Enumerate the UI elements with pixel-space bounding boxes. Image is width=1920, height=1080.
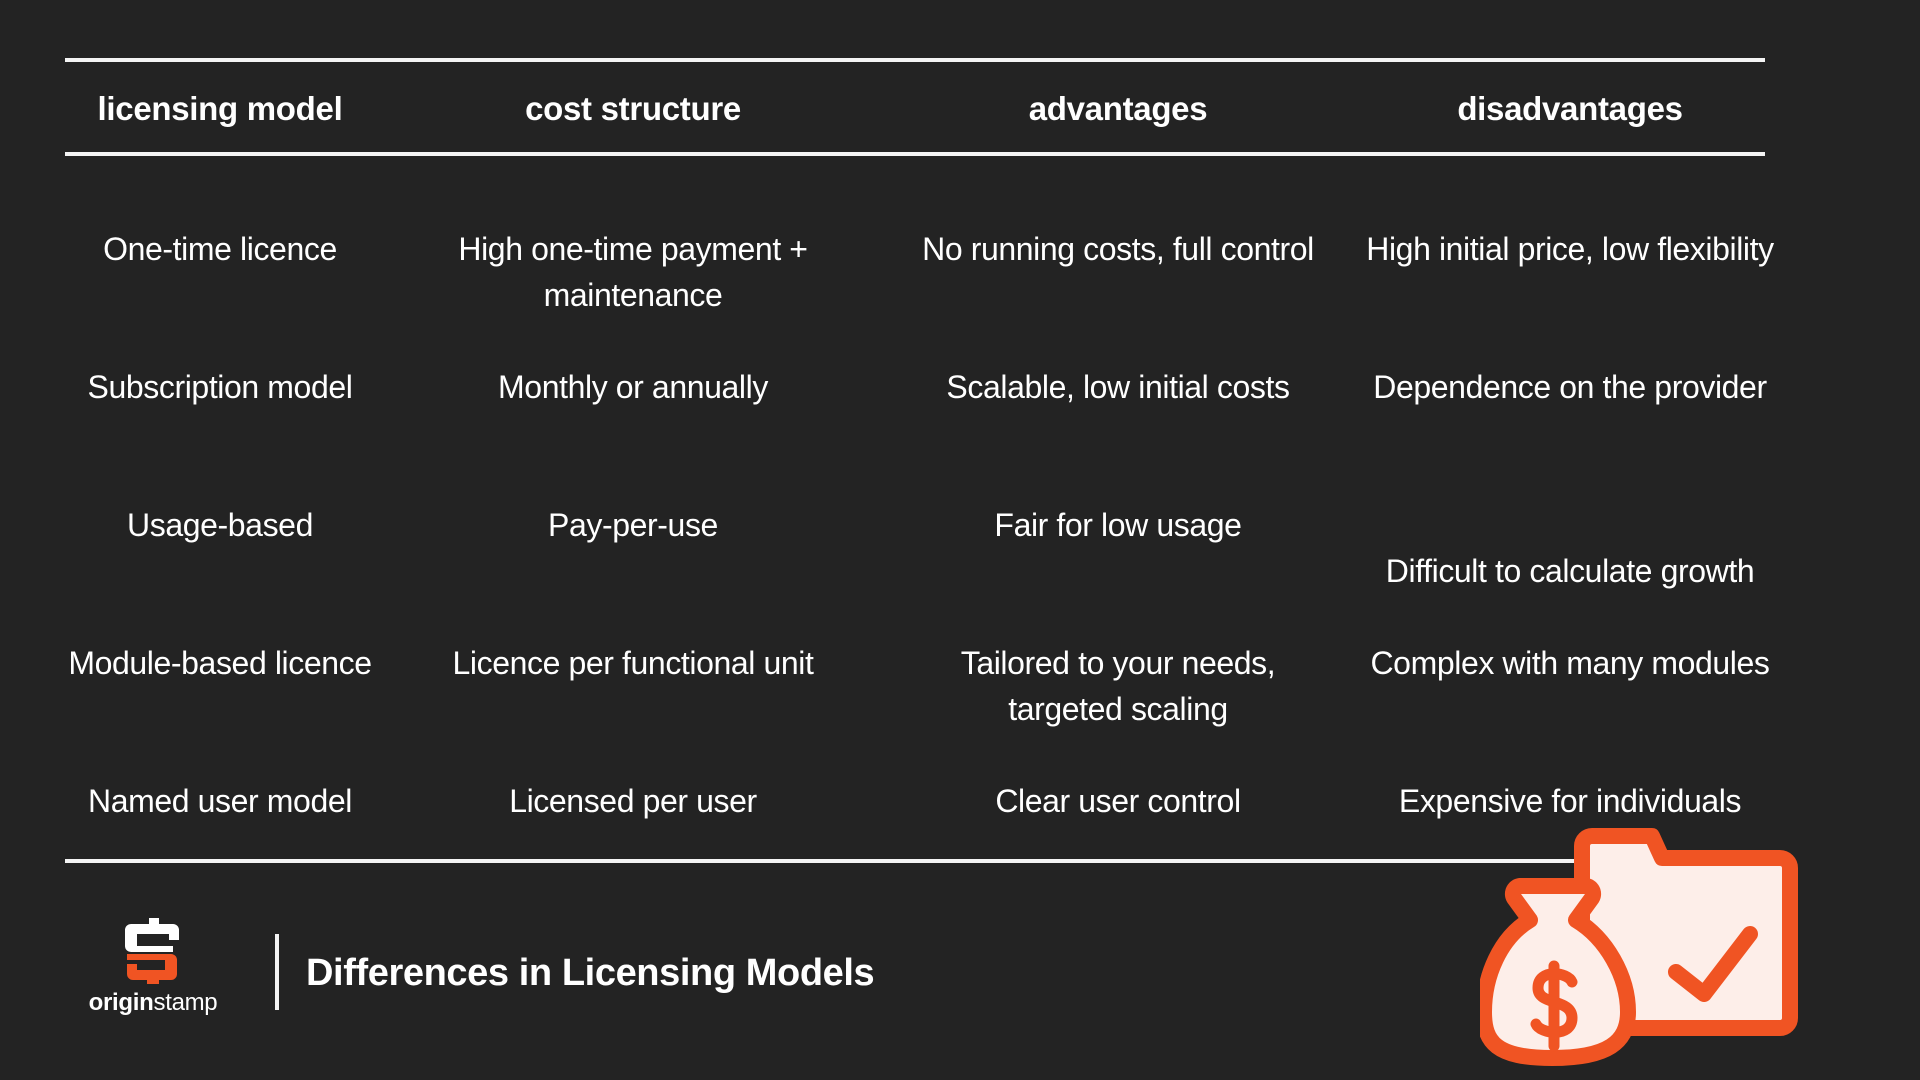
cell-licensing-model: Named user model (88, 783, 352, 819)
header-cost-structure: cost structure (525, 90, 741, 127)
cell-advantages: Fair for low usage (994, 507, 1242, 543)
cell-licensing-model: Subscription model (87, 369, 353, 405)
cell-disadvantages: Expensive for individuals (1398, 783, 1742, 819)
header-advantages: advantages (1028, 90, 1208, 127)
cell-disadvantages: Dependence on the provider (1373, 369, 1767, 405)
header-disadvantages: disadvantages (1457, 90, 1683, 127)
table-row: One-time licence High one-time payment + … (0, 226, 1920, 364)
page-title: Differences in Licensing Models (306, 952, 875, 994)
cell-advantages: Tailored to your needs, targeted scaling (960, 645, 1276, 727)
table-row: Usage-based Pay-per-use Fair for low usage… (0, 502, 1920, 640)
cell-advantages: Clear user control (995, 783, 1241, 819)
table-header: licensing model cost structure advantage… (0, 84, 1920, 134)
logo-wordmark: originstamp (88, 989, 218, 1016)
cell-cost-structure: Licensed per user (509, 783, 757, 819)
cell-licensing-model: Usage-based (127, 507, 313, 543)
money-bag-icon (1480, 878, 1636, 1066)
cell-disadvantages: Complex with many modules (1370, 645, 1770, 681)
cell-cost-structure: Pay-per-use (548, 507, 718, 543)
table-row: Named user model Licensed per user Clear u… (0, 778, 1920, 916)
folder-check-icon (1574, 828, 1798, 1036)
cell-cost-structure: Monthly or annually (498, 369, 768, 405)
table-top-rule (65, 58, 1765, 62)
cell-advantages: No running costs, full control (922, 231, 1314, 267)
cell-licensing-model: One-time licence (103, 231, 337, 267)
cell-disadvantages: High initial price, low flexibility (1366, 231, 1774, 267)
table-bottom-rule (65, 859, 1585, 863)
illustration (1480, 828, 1798, 1066)
originstamp-logo: originstamp (78, 918, 228, 1017)
header-licensing-model: licensing model (97, 90, 343, 127)
logo-mark-icon (125, 918, 179, 984)
cell-advantages: Scalable, low initial costs (946, 369, 1290, 405)
footer-divider (275, 934, 279, 1010)
cell-cost-structure: High one-time payment + maintenance (458, 231, 808, 313)
table-row: Module-based licence Licence per function… (0, 640, 1920, 778)
table-row: Subscription model Monthly or annually Sca… (0, 364, 1920, 502)
cell-cost-structure: Licence per functional unit (452, 645, 814, 681)
cell-licensing-model: Module-based licence (68, 645, 372, 681)
cell-disadvantages: Difficult to calculate growth (1385, 553, 1755, 589)
table-header-rule (65, 152, 1765, 156)
